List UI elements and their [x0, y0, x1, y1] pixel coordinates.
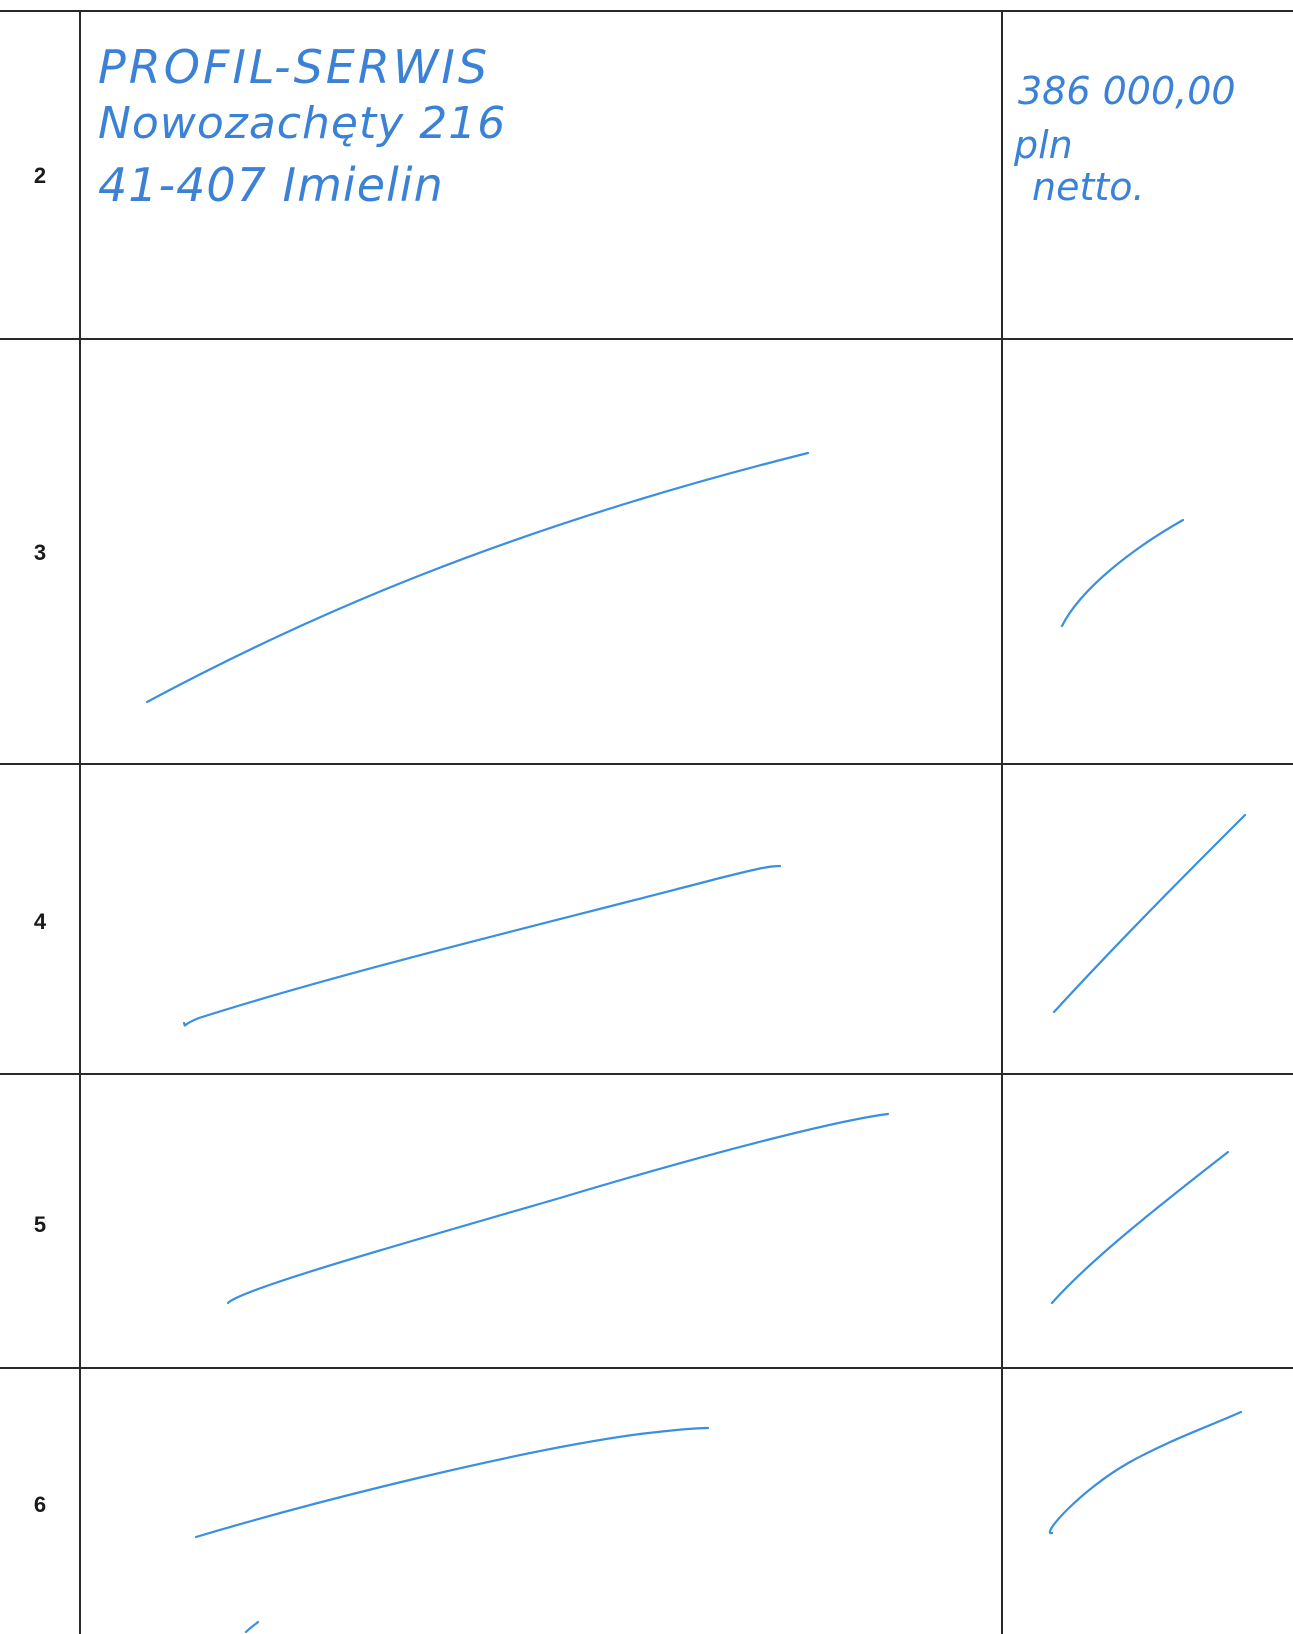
row-divider: [0, 338, 1293, 340]
row-number: 5: [33, 1212, 47, 1237]
row-number: 3: [33, 540, 47, 565]
strike-line: [1060, 518, 1185, 628]
company-city: 41-407 Imielin: [98, 158, 444, 212]
company-name: PROFIL-SERWIS: [98, 40, 491, 94]
column-divider-number: [79, 10, 81, 1634]
strike-line: [1050, 1150, 1230, 1305]
strike-line: [182, 864, 782, 1027]
row-divider: [0, 1073, 1293, 1075]
strike-line: [226, 1112, 890, 1305]
price-currency: pln: [1014, 123, 1073, 167]
strike-line: [145, 451, 810, 704]
row-divider: [0, 1367, 1293, 1369]
row-number: 6: [33, 1492, 47, 1517]
strike-line: [194, 1426, 710, 1539]
price-amount: 386 000,00: [1018, 69, 1236, 113]
company-street: Nowozachęty 216: [98, 98, 507, 149]
row-number: 2: [33, 163, 47, 188]
row-number: 4: [33, 909, 47, 934]
table-top-border: [0, 10, 1293, 12]
strike-line: [1048, 1410, 1243, 1535]
row-divider: [0, 763, 1293, 765]
strike-line: [1052, 813, 1247, 1014]
column-divider-price: [1001, 10, 1003, 1634]
strike-line: [244, 1620, 260, 1634]
price-basis: netto.: [1032, 165, 1145, 209]
